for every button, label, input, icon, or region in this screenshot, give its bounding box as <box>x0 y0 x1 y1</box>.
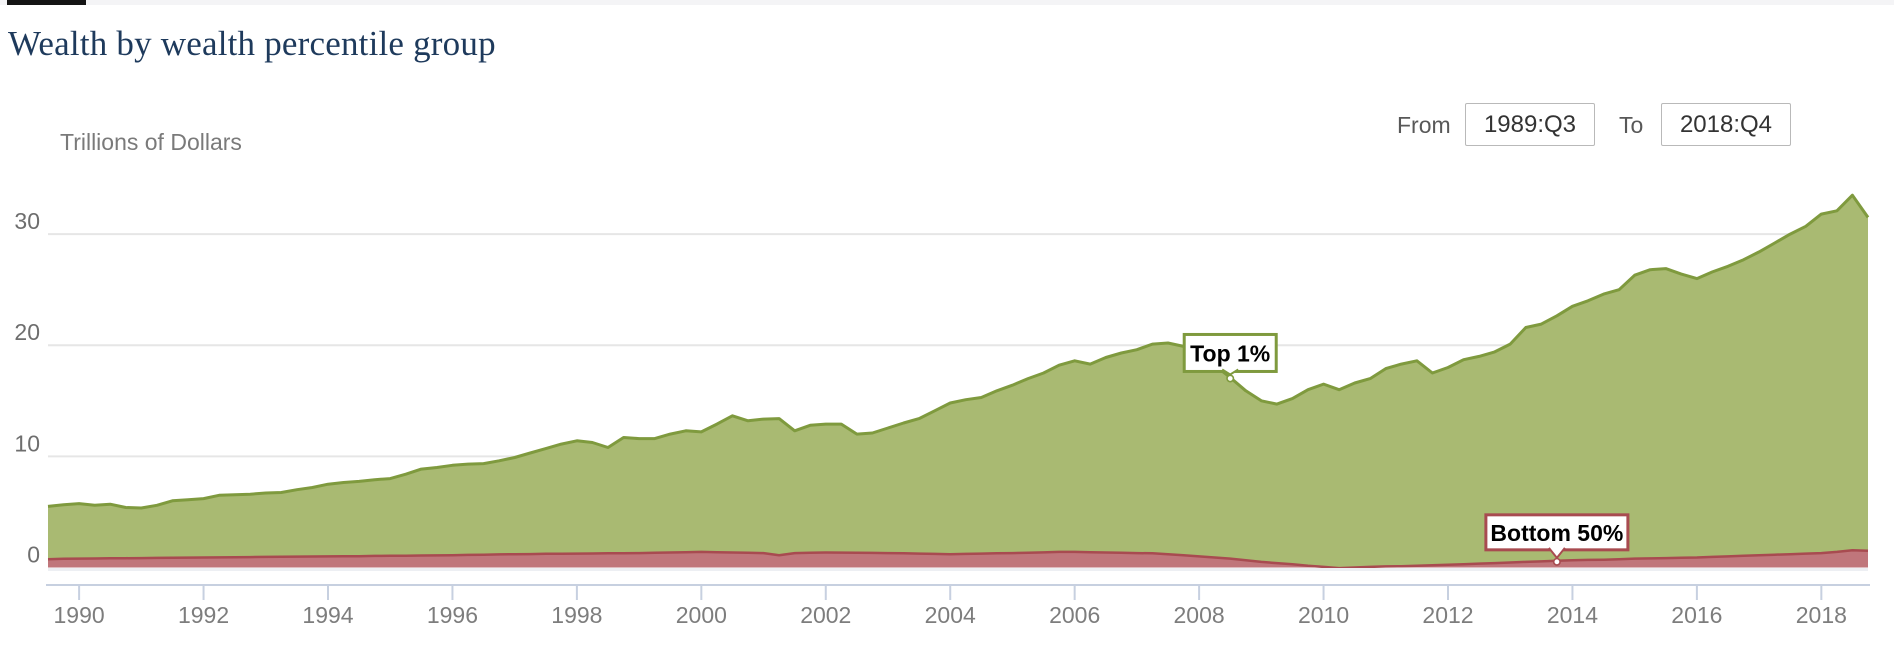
x-tick-label-1998: 1998 <box>551 602 602 628</box>
page-title: Wealth by wealth percentile group <box>8 24 496 63</box>
y-tick-label-20: 20 <box>14 319 40 345</box>
to-label: To <box>1619 112 1644 138</box>
x-tick-label-2002: 2002 <box>800 602 851 628</box>
y-tick-label-30: 30 <box>14 208 40 234</box>
x-tick-label-2004: 2004 <box>925 602 976 628</box>
x-axis-layer <box>46 584 1870 600</box>
top1-anchor-dot <box>1226 374 1235 383</box>
from-label: From <box>1397 112 1451 138</box>
top-strip <box>0 0 1894 5</box>
series-label-top1[interactable]: Top 1% <box>1182 332 1278 383</box>
x-tick-label-2012: 2012 <box>1422 602 1473 628</box>
y-axis-units-label: Trillions of Dollars <box>60 129 242 155</box>
x-tick-label-1992: 1992 <box>178 602 229 628</box>
top1-area[interactable] <box>48 195 1868 568</box>
top1-label-text[interactable]: Top 1% <box>1190 340 1270 366</box>
y-tick-label-0: 0 <box>27 542 40 568</box>
to-quarter-input[interactable] <box>1661 103 1791 146</box>
x-tick-label-2016: 2016 <box>1671 602 1722 628</box>
series-layer[interactable] <box>47 193 1870 571</box>
x-tick-label-1994: 1994 <box>302 602 353 628</box>
x-tick-label-2006: 2006 <box>1049 602 1100 628</box>
x-tick-label-2014: 2014 <box>1547 602 1598 628</box>
x-tick-label-2010: 2010 <box>1298 602 1349 628</box>
from-quarter-input[interactable] <box>1465 103 1595 146</box>
axis-labels-layer: 1990 1992 1994 1996 1998 2000 2002 2004 2006 2008… <box>14 208 1847 628</box>
bottom50-label-text[interactable]: Bottom 50% <box>1490 520 1623 546</box>
x-tick-label-2018: 2018 <box>1796 602 1847 628</box>
top1-line[interactable] <box>47 193 1870 510</box>
x-tick-label-1990: 1990 <box>54 602 105 628</box>
x-tick-label-1996: 1996 <box>427 602 478 628</box>
bottom50-anchor-dot <box>1552 557 1561 566</box>
x-tick-label-2008: 2008 <box>1174 602 1225 628</box>
y-tick-label-10: 10 <box>14 430 40 456</box>
series-label-bottom50[interactable]: Bottom 50% <box>1484 513 1630 566</box>
x-tick-label-2000: 2000 <box>676 602 727 628</box>
bottom50-label-pointer <box>1548 547 1566 560</box>
top-left-black-bar <box>7 0 86 5</box>
bottom50-line[interactable] <box>47 549 1869 570</box>
